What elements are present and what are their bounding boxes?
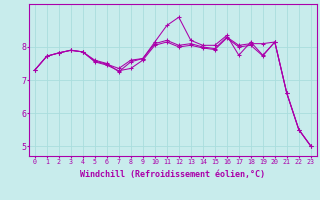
X-axis label: Windchill (Refroidissement éolien,°C): Windchill (Refroidissement éolien,°C) [80,170,265,179]
